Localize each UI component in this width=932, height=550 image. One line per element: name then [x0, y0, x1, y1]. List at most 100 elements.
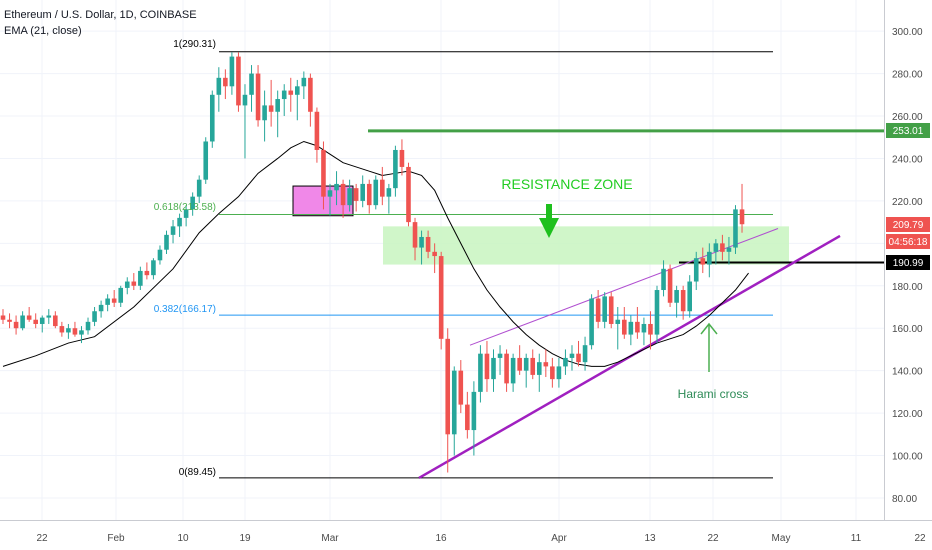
candle-body	[543, 362, 549, 367]
candle-body	[720, 243, 725, 252]
candle-body	[700, 258, 706, 265]
candle-body	[216, 77, 222, 95]
candle-body	[255, 73, 261, 121]
y-tick-label: 160.00	[892, 324, 923, 335]
candle-body	[13, 321, 19, 329]
candle-body	[471, 391, 477, 431]
candle-body	[386, 188, 392, 197]
candle-body	[497, 353, 503, 358]
candle-body	[622, 319, 627, 335]
candle-body	[92, 311, 97, 322]
candle-body	[295, 86, 300, 95]
candle-body	[602, 296, 607, 322]
candle-body	[563, 357, 568, 367]
candle-body	[39, 317, 45, 324]
x-tick-label: Apr	[551, 533, 567, 544]
candle-body	[569, 353, 575, 358]
candle-body	[209, 94, 215, 142]
candle-body	[628, 321, 634, 335]
candle-body	[680, 290, 686, 312]
fib-label-top: 1(290.31)	[173, 39, 216, 50]
candle-body	[164, 234, 169, 250]
candle-body	[72, 328, 78, 335]
candle-body	[353, 188, 359, 201]
fib-label-618: 0.618(213.58)	[154, 202, 216, 213]
candle-body	[484, 353, 490, 380]
candle-body	[406, 166, 411, 223]
candle-body	[419, 236, 424, 248]
candle-body	[262, 105, 267, 121]
candle-body	[20, 315, 25, 329]
candle-body	[308, 77, 313, 112]
candle-body	[268, 105, 274, 112]
x-tick-label: 22	[914, 533, 926, 544]
candle-body	[105, 298, 110, 305]
resistance-zone	[383, 226, 789, 265]
candle-body	[536, 362, 542, 375]
harami-cross-label: Harami cross	[678, 387, 749, 401]
x-tick-label: May	[772, 533, 791, 544]
candle-body	[491, 357, 496, 380]
resistance-arrow-head	[539, 218, 559, 238]
chart-symbol-title[interactable]: Ethereum / U.S. Dollar, 1D, COINBASE	[4, 9, 197, 21]
candle-body	[301, 77, 307, 87]
candle-body	[556, 366, 562, 380]
candle-body	[726, 247, 732, 252]
candle-body	[242, 94, 248, 106]
candle-body	[576, 353, 581, 363]
badge-last-price-text: 209.79	[893, 220, 924, 231]
x-tick-label: 22	[36, 533, 48, 544]
candle-body	[366, 183, 372, 206]
candle-body	[373, 179, 379, 206]
candle-body	[203, 141, 209, 180]
candle-body	[321, 149, 326, 197]
indicator-legend-ema[interactable]: EMA (21, close)	[4, 25, 82, 37]
candle-body	[170, 226, 176, 235]
candle-body	[111, 298, 117, 303]
candle-body	[196, 179, 202, 197]
candle-body	[190, 196, 195, 210]
candle-body	[124, 281, 130, 288]
candle-body	[523, 357, 529, 371]
resistance-zone-label: RESISTANCE ZONE	[501, 176, 632, 192]
candle-body	[550, 366, 555, 380]
candle-body	[236, 56, 241, 106]
candle-body	[281, 90, 287, 100]
candle-body	[327, 190, 333, 197]
fib-label-bottom: 0(89.45)	[179, 467, 216, 478]
candle-body	[707, 251, 712, 265]
y-tick-label: 280.00	[892, 70, 923, 81]
candle-body	[223, 77, 228, 87]
candle-body	[641, 323, 647, 333]
ema-21-line	[2, 140, 749, 367]
candle-layer	[0, 52, 745, 473]
candle-body	[98, 304, 104, 312]
y-tick-label: 220.00	[892, 197, 923, 208]
y-tick-label: 120.00	[892, 409, 923, 420]
candle-body	[739, 209, 745, 225]
candle-body	[582, 345, 588, 363]
y-tick-label: 80.00	[892, 494, 917, 505]
annotation-layer	[539, 204, 718, 372]
candle-body	[347, 188, 352, 206]
candle-body	[654, 290, 660, 335]
x-tick-label: 19	[239, 533, 251, 544]
candle-body	[412, 222, 418, 248]
candle-body	[451, 370, 457, 435]
badge-last-price: 209.79	[886, 217, 930, 232]
candle-body	[131, 281, 137, 286]
harami-arrow-head	[700, 322, 718, 335]
candle-body	[157, 249, 163, 261]
x-tick-label: Mar	[321, 533, 339, 544]
candle-body	[380, 179, 385, 197]
candle-body	[66, 328, 71, 333]
candle-body	[275, 99, 280, 112]
candle-body	[183, 209, 189, 218]
candle-body	[229, 56, 235, 87]
candle-body	[249, 73, 254, 95]
candle-body	[517, 357, 522, 371]
candle-body	[399, 149, 405, 167]
x-tick-label: Feb	[107, 533, 125, 544]
